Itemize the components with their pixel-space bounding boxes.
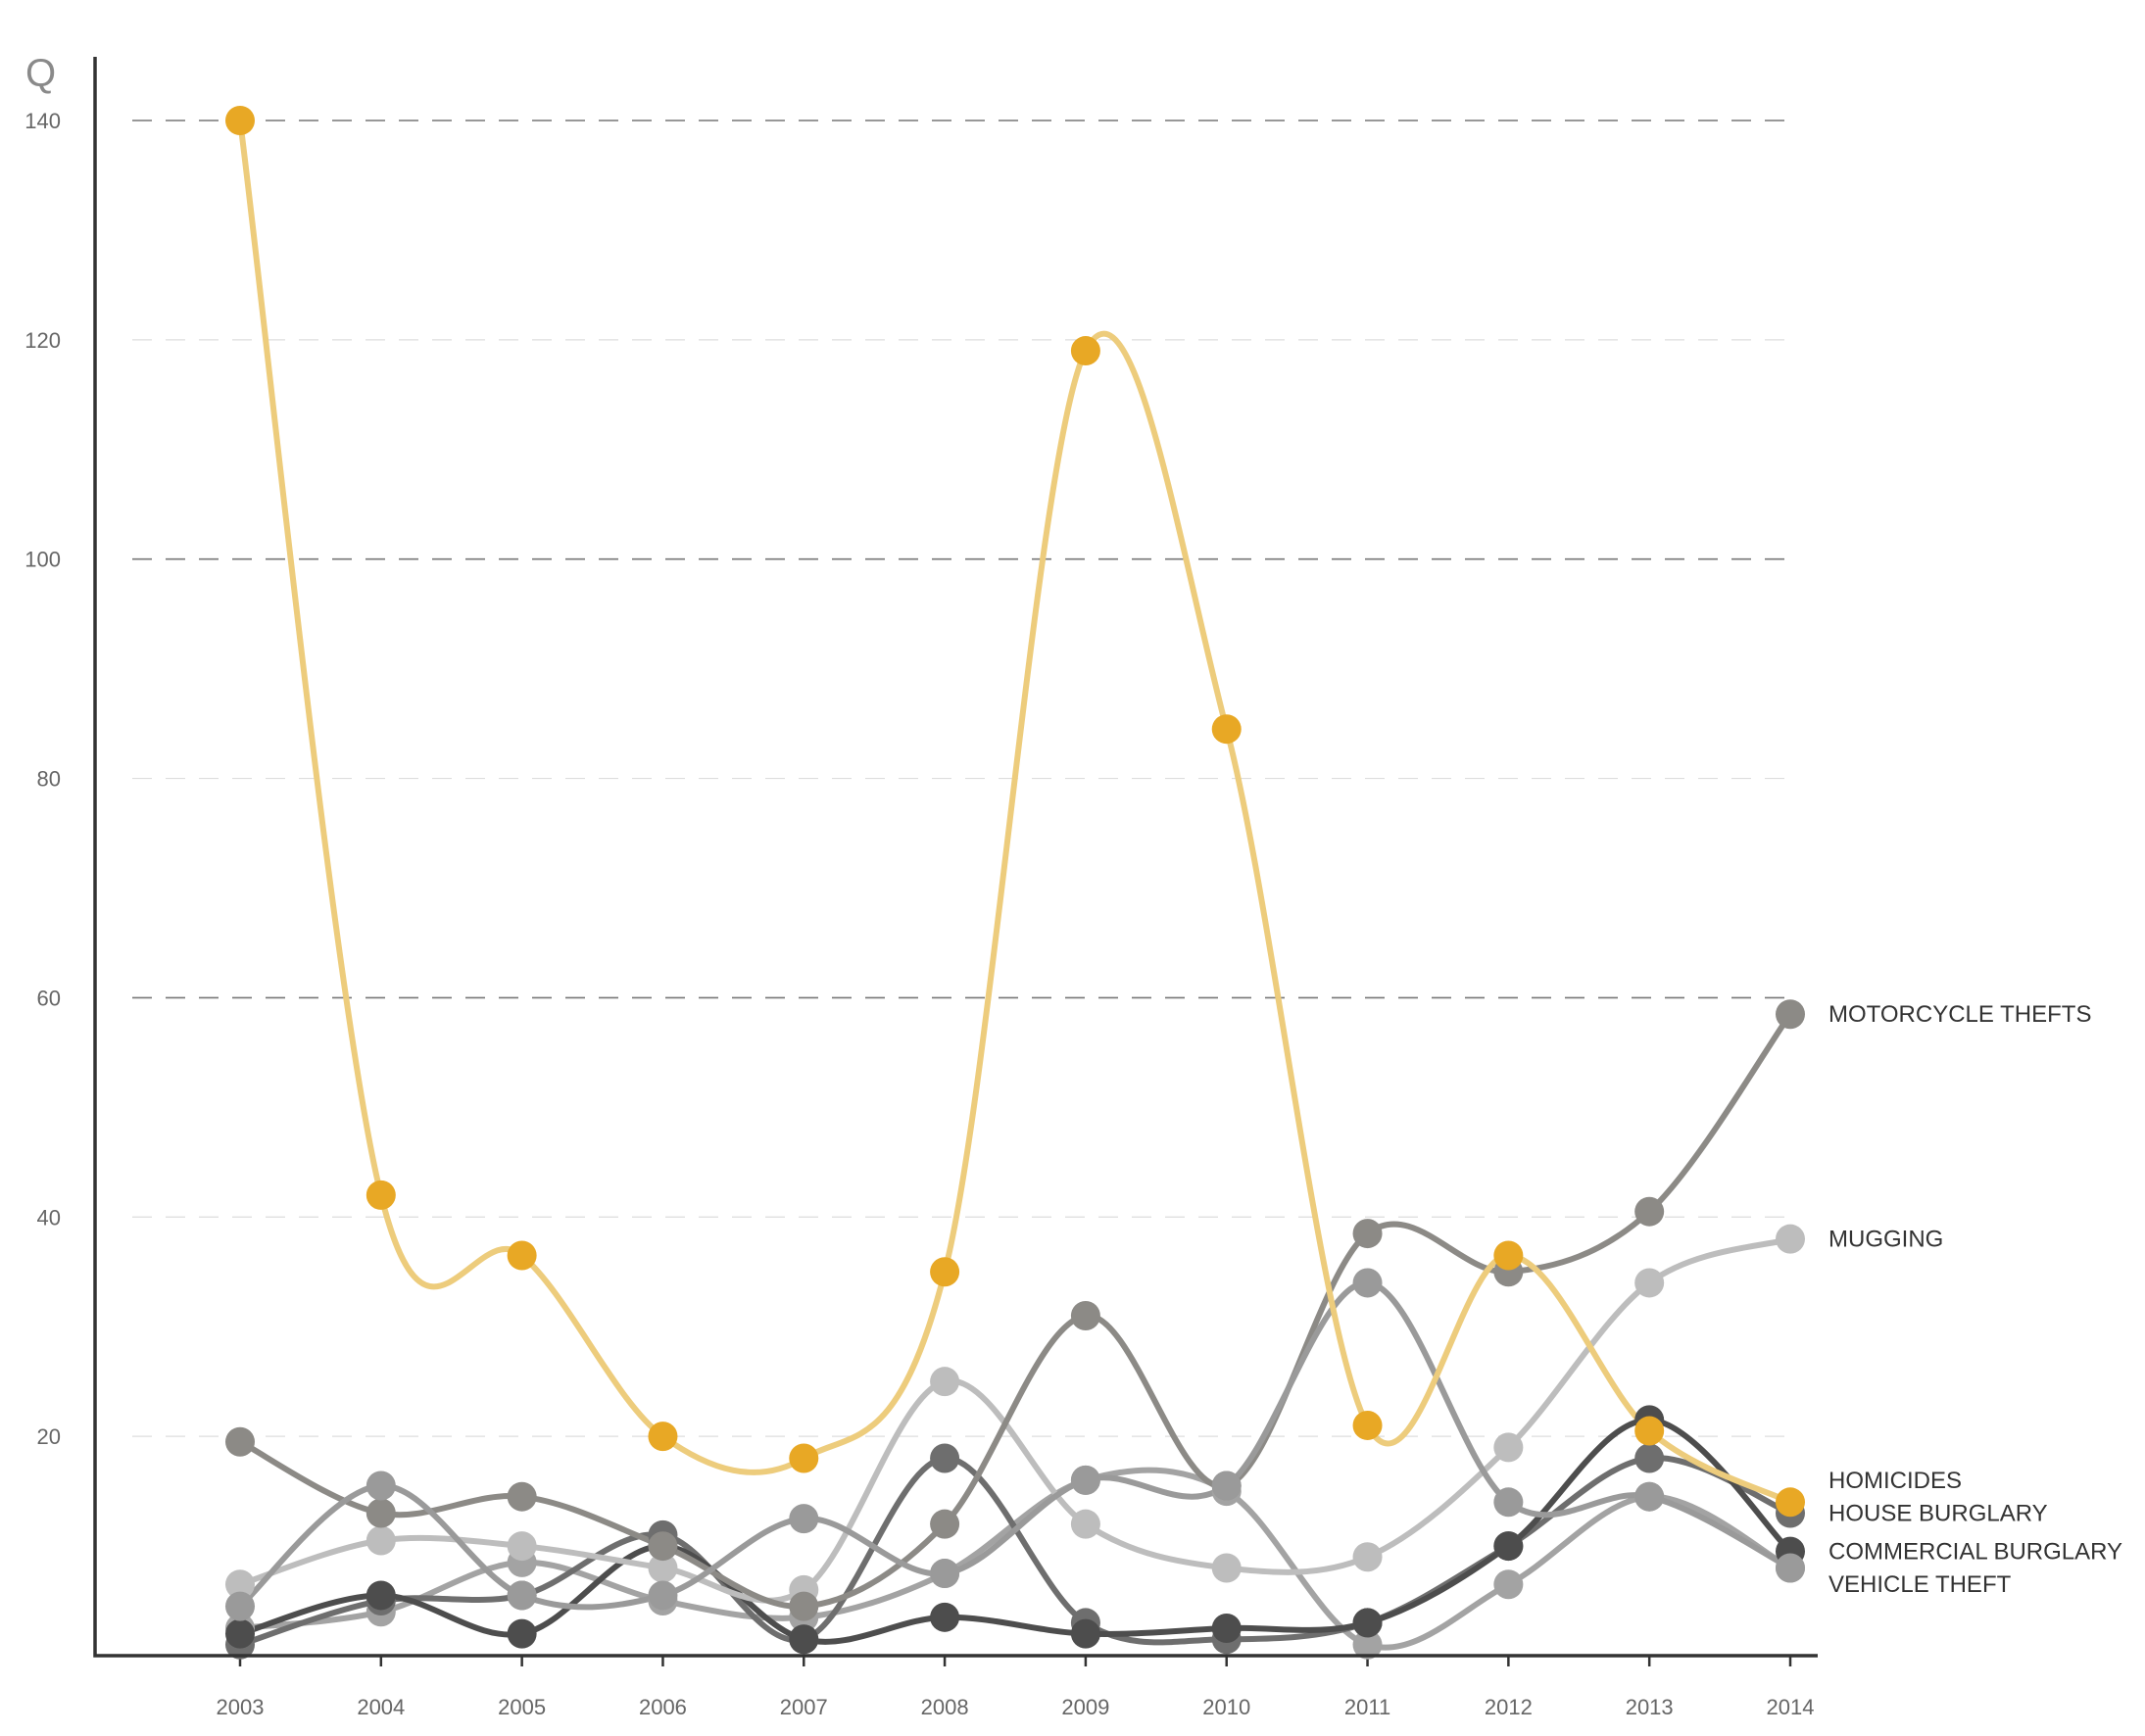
x-tick-label: 2008 (921, 1695, 969, 1719)
data-point (930, 1443, 960, 1473)
series-label: MOTORCYCLE THEFTS (1828, 1001, 2091, 1028)
data-point (930, 1602, 960, 1632)
series-label: HOUSE BURGLARY (1828, 1500, 2048, 1526)
data-point (1776, 1553, 1805, 1583)
data-point (1493, 1240, 1524, 1271)
data-point (1352, 1542, 1383, 1572)
data-point (1493, 1531, 1524, 1562)
data-point (507, 1481, 537, 1512)
data-point (1070, 1618, 1100, 1649)
data-point (1634, 1268, 1665, 1298)
y-tick-label: 60 (37, 986, 61, 1010)
data-point (1211, 1614, 1242, 1644)
data-point (1070, 1301, 1100, 1331)
data-point (930, 1559, 960, 1589)
y-axis-ticks: 20 40 60 80 100 120 140 (24, 109, 61, 1449)
data-point (648, 1531, 678, 1562)
data-point (1634, 1443, 1665, 1473)
data-point (930, 1367, 960, 1397)
series-points (225, 106, 1805, 1660)
data-point (225, 1591, 255, 1621)
data-point (930, 1509, 960, 1539)
data-point (225, 1618, 255, 1649)
data-point (1493, 1487, 1524, 1518)
x-tick-label: 2014 (1767, 1695, 1815, 1719)
data-point (507, 1240, 537, 1271)
y-tick-label: 20 (37, 1424, 61, 1449)
y-tick-label: 120 (24, 328, 61, 353)
data-point (1211, 1553, 1242, 1583)
data-point (1776, 1224, 1805, 1254)
data-point (1070, 1509, 1100, 1539)
x-tick-label: 2012 (1485, 1695, 1533, 1719)
data-point (507, 1580, 537, 1611)
data-point (225, 106, 255, 135)
data-point (789, 1443, 819, 1473)
axes (93, 57, 1818, 1658)
data-point (1634, 1196, 1665, 1227)
x-tick-label: 2011 (1344, 1695, 1390, 1719)
series-label: COMMERCIAL BURGLARY (1828, 1539, 2122, 1566)
data-point (507, 1531, 537, 1562)
data-point (366, 1525, 396, 1556)
data-point (930, 1257, 960, 1287)
data-point (1211, 1471, 1242, 1501)
x-tick-label: 2006 (639, 1695, 687, 1719)
data-point (1352, 1268, 1383, 1298)
x-tick-label: 2003 (217, 1695, 265, 1719)
y-tick-label: 80 (37, 767, 61, 792)
data-point (789, 1624, 819, 1655)
series-line (237, 1279, 1793, 1611)
data-point (366, 1498, 396, 1528)
data-point (366, 1580, 396, 1611)
x-axis-ticks: 2003 2004 2005 2006 2007 2008 2009 2010 2011 2012… (217, 1656, 1815, 1719)
data-point (366, 1180, 396, 1210)
data-point (1634, 1481, 1665, 1512)
y-axis-label: Q (25, 52, 56, 95)
data-point (1776, 1487, 1805, 1518)
x-tick-label: 2010 (1202, 1695, 1250, 1719)
series-label: HOMICIDES (1828, 1468, 1962, 1494)
data-point (789, 1591, 819, 1621)
data-point (225, 1426, 255, 1457)
series-label: VEHICLE THEFT (1828, 1571, 2012, 1598)
x-tick-label: 2004 (357, 1695, 405, 1719)
data-point (1070, 1465, 1100, 1495)
data-point (225, 1569, 255, 1600)
data-point (648, 1553, 678, 1583)
series-lines (237, 118, 1793, 1651)
data-point (1211, 714, 1242, 745)
y-tick-label: 140 (24, 109, 61, 133)
y-tick-label: 40 (37, 1205, 61, 1230)
x-tick-label: 2009 (1061, 1695, 1109, 1719)
data-point (648, 1580, 678, 1611)
data-point (1493, 1569, 1524, 1600)
data-point (366, 1471, 396, 1501)
x-tick-label: 2013 (1626, 1695, 1674, 1719)
x-tick-label: 2007 (780, 1695, 828, 1719)
data-point (1070, 336, 1100, 366)
x-tick-label: 2005 (498, 1695, 546, 1719)
data-point (1634, 1416, 1665, 1446)
series-line (237, 118, 1793, 1506)
series-labels: MOTORCYCLE THEFTS MUGGING HOMICIDES HOUSE B… (1828, 1001, 2122, 1598)
data-point (507, 1618, 537, 1649)
series-line (237, 1011, 1793, 1610)
data-point (1352, 1608, 1383, 1638)
data-point (1493, 1432, 1524, 1463)
data-point (1352, 1629, 1383, 1660)
y-tick-label: 100 (24, 548, 61, 572)
data-point (648, 1422, 678, 1452)
series-label: MUGGING (1828, 1227, 1943, 1253)
data-point (1352, 1219, 1383, 1249)
data-point (1776, 999, 1805, 1030)
data-point (1352, 1410, 1383, 1440)
data-point (789, 1504, 819, 1534)
gridlines (132, 120, 1793, 1437)
